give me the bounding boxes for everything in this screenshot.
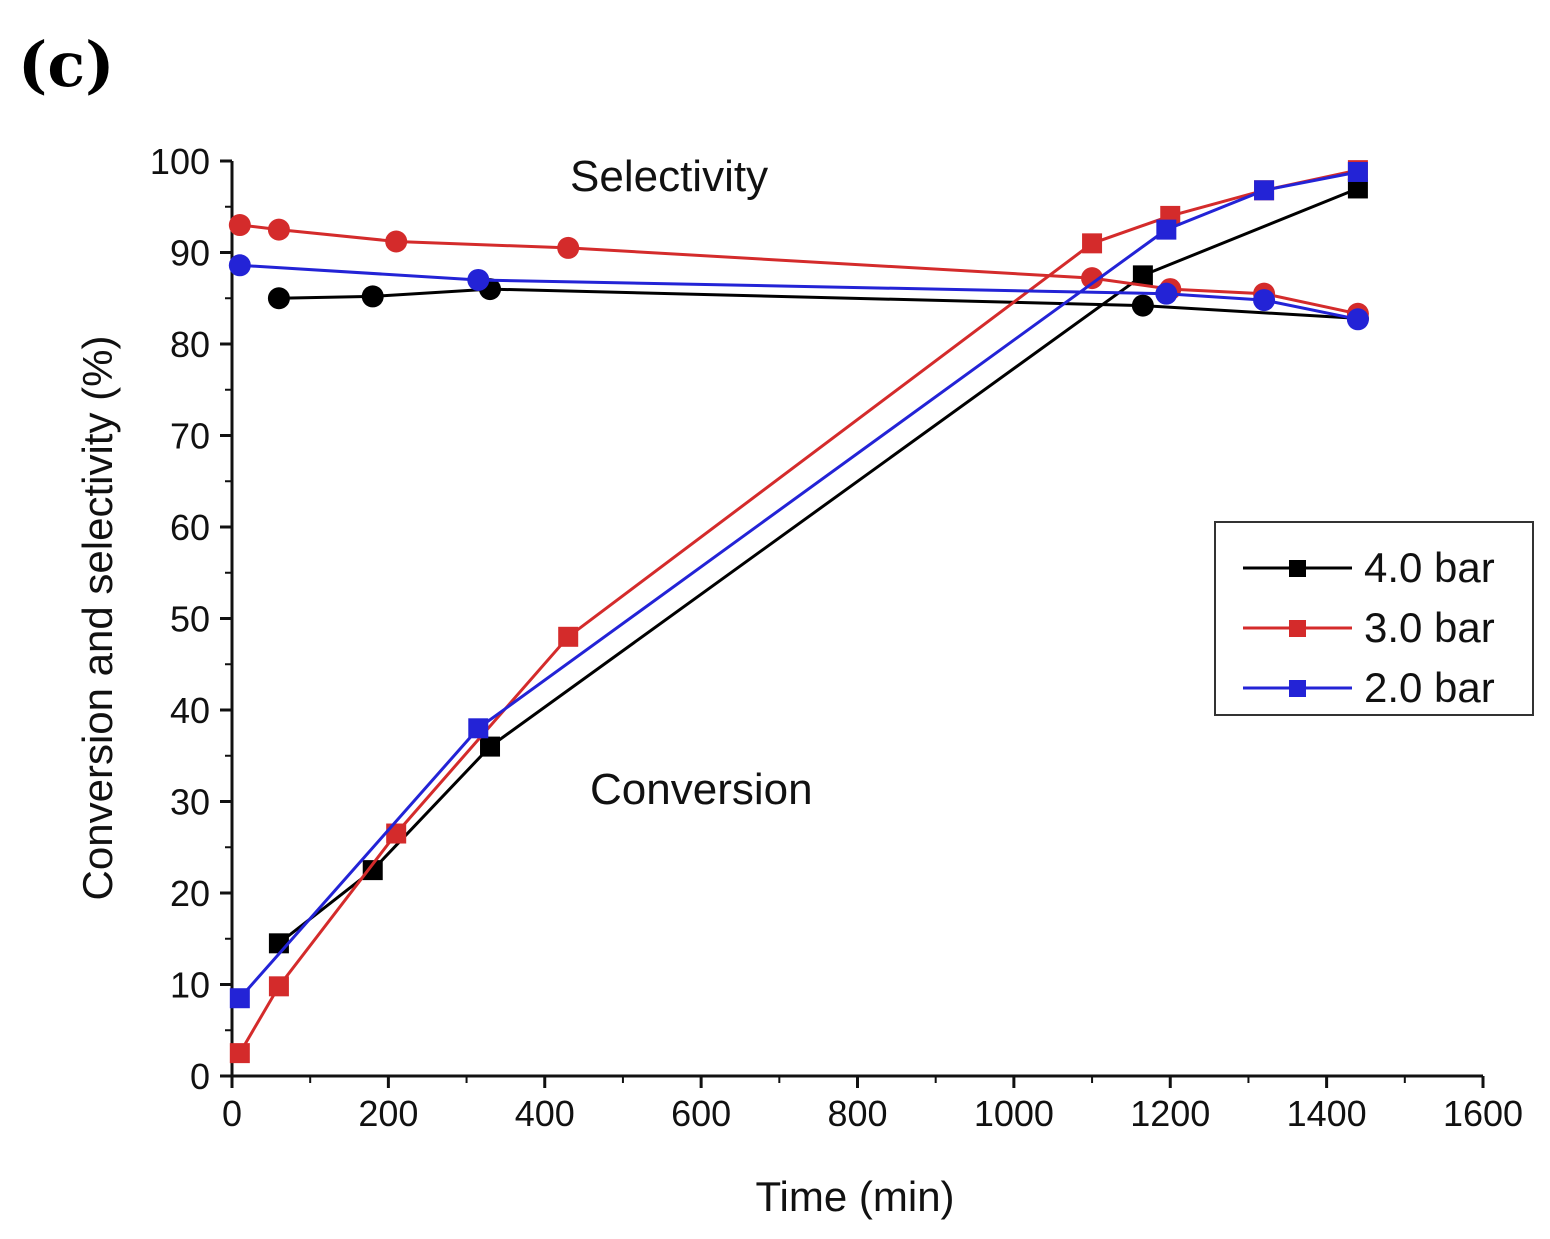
legend-item-3bar: 3.0 bar [1243,604,1495,651]
selectivity-point-20bar [1155,282,1178,305]
x-tick-label: 600 [671,1093,731,1134]
x-tick-label: 1000 [974,1093,1054,1134]
conversion-point-30bar [229,1043,250,1064]
legend-box [1214,521,1534,716]
selectivity-point-40bar [361,285,384,308]
y-tick-label: 80 [170,324,210,365]
selectivity-point-30bar [557,236,580,259]
selectivity-point-30bar [228,214,251,237]
selectivity-point-30bar [385,230,408,253]
legend-item-2bar: 2.0 bar [1243,664,1495,711]
legend-marker-3bar [1289,620,1306,637]
selectivity-line-40bar [278,287,1358,320]
selectivity-point-40bar [267,287,290,310]
conversion-point-20bar [1254,180,1275,201]
y-tick-label: 30 [170,782,210,823]
series-20bar [228,161,1369,1009]
conversion-point-40bar [480,736,501,757]
annotation-selectivity: Selectivity [570,152,768,201]
y-tick-label: 70 [170,416,210,457]
selectivity-line-20bar [239,263,1359,321]
x-tick-label: 1400 [1287,1093,1367,1134]
y-tick-label: 0 [190,1056,210,1097]
conversion-point-20bar [229,988,250,1009]
x-tick-label: 800 [827,1093,887,1134]
y-tick-label: 50 [170,599,210,640]
selectivity-point-20bar [1253,289,1276,312]
conversion-point-20bar [1347,161,1368,182]
conversion-point-40bar [268,933,289,954]
selectivity-point-40bar [1131,294,1154,317]
legend-label-3bar: 3.0 bar [1364,604,1495,651]
y-tick-label: 60 [170,507,210,548]
selectivity-point-20bar [1346,308,1369,331]
conversion-point-30bar [558,626,579,647]
conversion-point-40bar [1347,178,1368,199]
legend-marker-4bar [1289,560,1306,577]
legend: 4.0 bar 3.0 bar 2.0 bar [1214,521,1534,716]
y-axis-title: Conversion and selectivity (%) [74,336,121,901]
selectivity-point-30bar [267,218,290,241]
panel-label: (c) [18,28,114,101]
x-tick-label: 200 [358,1093,418,1134]
conversion-point-40bar [362,860,383,881]
selectivity-point-30bar [1081,267,1104,290]
y-tick-label: 40 [170,690,210,731]
y-tick-label: 90 [170,233,210,274]
conversion-line-40bar [277,187,1359,945]
conversion-point-30bar [268,976,289,997]
conversion-point-20bar [1156,219,1177,240]
axis-ticks: 0 200 400 600 800 1000 1200 1400 1600 0 10 20 30 40 50… [150,141,1523,1134]
legend-marker-2bar [1289,680,1306,697]
selectivity-line-30bar [239,223,1359,316]
x-tick-label: 0 [222,1093,242,1134]
x-tick-label: 400 [515,1093,575,1134]
legend-label-2bar: 2.0 bar [1364,664,1495,711]
legend-label-4bar: 4.0 bar [1364,544,1495,591]
y-tick-label: 10 [170,965,210,1006]
x-tick-label: 1600 [1443,1093,1523,1134]
y-tick-label: 100 [150,141,210,182]
legend-item-4bar: 4.0 bar [1243,544,1495,591]
series-layer [228,160,1369,1064]
conversion-line-30bar [238,168,1359,1054]
x-axis-title: Time (min) [755,1173,954,1220]
selectivity-point-20bar [467,268,490,291]
x-tick-label: 1200 [1130,1093,1210,1134]
y-tick-label: 20 [170,873,210,914]
conversion-point-30bar [386,823,407,844]
selectivity-point-20bar [228,254,251,277]
conversion-point-30bar [1082,233,1103,254]
annotation-conversion: Conversion [590,765,813,814]
conversion-point-20bar [468,718,489,739]
conversion-point-40bar [1132,265,1153,286]
